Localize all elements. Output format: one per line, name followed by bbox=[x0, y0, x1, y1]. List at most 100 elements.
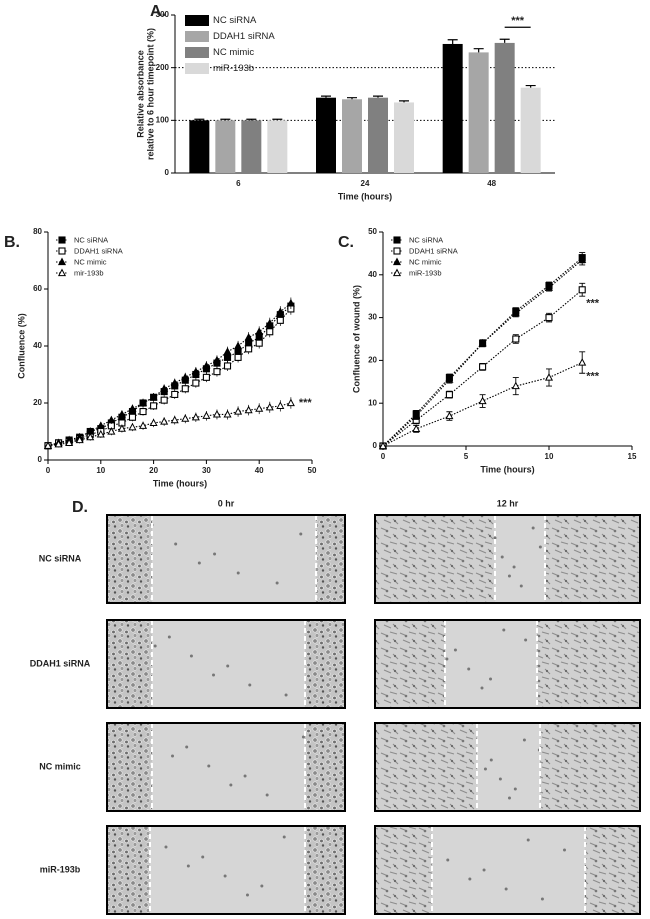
marker bbox=[57, 268, 67, 277]
series bbox=[379, 282, 586, 450]
stray-cell bbox=[245, 893, 249, 897]
stray-cell bbox=[507, 574, 511, 578]
bar bbox=[368, 97, 388, 173]
legend-label: miR-193b bbox=[409, 268, 442, 277]
error-bar bbox=[499, 38, 510, 43]
series bbox=[379, 252, 586, 450]
stray-cell bbox=[468, 877, 472, 881]
stray-cell bbox=[174, 542, 178, 546]
x-tick-label: 10 bbox=[545, 452, 554, 461]
stray-cell bbox=[301, 735, 305, 739]
marker bbox=[412, 424, 421, 432]
marker bbox=[191, 412, 200, 421]
x-tick-label: 48 bbox=[487, 179, 496, 188]
legend-label: NC mimic bbox=[409, 257, 442, 266]
marker bbox=[117, 424, 126, 432]
marker bbox=[170, 378, 179, 387]
stray-cell bbox=[453, 648, 457, 652]
error-bar bbox=[473, 48, 484, 53]
marker bbox=[170, 415, 179, 424]
marker bbox=[392, 268, 402, 277]
marker bbox=[276, 316, 284, 324]
stray-cell bbox=[153, 644, 157, 648]
y-tick-label: 0 bbox=[165, 168, 170, 177]
micrograph-frame bbox=[374, 825, 641, 915]
marker bbox=[478, 338, 487, 347]
y-tick-label: 300 bbox=[156, 10, 170, 19]
legend-label: miR-193b bbox=[213, 63, 254, 74]
marker bbox=[128, 404, 137, 412]
cell-region bbox=[540, 723, 640, 811]
micrograph-frame bbox=[374, 722, 641, 812]
x-axis-label: Time (hours) bbox=[480, 464, 534, 474]
stray-cell bbox=[171, 754, 175, 758]
x-tick-label: 50 bbox=[308, 466, 317, 475]
stray-cell bbox=[243, 774, 247, 778]
stray-cell bbox=[493, 536, 497, 540]
marker bbox=[96, 429, 105, 438]
column-label: 0 hr bbox=[218, 498, 235, 508]
marker bbox=[234, 341, 243, 350]
stray-cell bbox=[164, 845, 168, 849]
y-tick-label: 40 bbox=[33, 341, 42, 350]
series bbox=[43, 297, 295, 449]
marker bbox=[139, 398, 148, 407]
bar bbox=[494, 42, 515, 174]
stray-cell bbox=[512, 565, 516, 569]
micrograph-frame bbox=[374, 619, 641, 709]
marker bbox=[412, 411, 421, 420]
stray-cell bbox=[480, 686, 484, 690]
x-tick-label: 15 bbox=[628, 452, 637, 461]
cell-region bbox=[305, 620, 345, 708]
marker bbox=[58, 247, 66, 255]
error-bar bbox=[447, 39, 458, 44]
stray-cell bbox=[226, 664, 230, 668]
marker bbox=[512, 335, 520, 343]
cell-region bbox=[316, 515, 345, 603]
marker bbox=[107, 427, 116, 435]
marker bbox=[181, 385, 189, 393]
marker bbox=[223, 362, 232, 370]
marker bbox=[479, 363, 487, 371]
micrograph-frame bbox=[106, 619, 346, 709]
error-bar bbox=[194, 118, 205, 121]
marker bbox=[234, 353, 242, 361]
micrograph bbox=[374, 825, 641, 915]
y-tick-label: 50 bbox=[368, 227, 377, 236]
bar bbox=[342, 99, 362, 173]
y-axis-label: relative to 6 hour timepoint (%) bbox=[145, 28, 155, 160]
marker bbox=[276, 401, 285, 409]
row-label: NC mimic bbox=[39, 761, 81, 771]
x-tick-label: 20 bbox=[149, 466, 158, 475]
marker bbox=[75, 435, 84, 444]
marker bbox=[160, 417, 169, 425]
stray-cell bbox=[513, 787, 517, 791]
marker bbox=[511, 381, 520, 390]
series bbox=[43, 397, 295, 449]
y-tick-label: 20 bbox=[368, 356, 377, 365]
error-bar bbox=[525, 84, 536, 88]
stray-cell bbox=[282, 835, 286, 839]
bar bbox=[189, 120, 210, 173]
stray-cell bbox=[248, 683, 252, 687]
marker bbox=[202, 373, 210, 381]
error-bar bbox=[399, 100, 409, 103]
marker bbox=[393, 236, 401, 244]
x-tick-label: 24 bbox=[361, 179, 370, 188]
series bbox=[44, 300, 295, 450]
y-tick-label: 100 bbox=[156, 115, 170, 124]
marker bbox=[255, 327, 264, 335]
error-bar bbox=[373, 95, 383, 98]
stray-cell bbox=[522, 738, 526, 742]
x-tick-label: 10 bbox=[96, 466, 105, 475]
stray-cell bbox=[482, 868, 486, 872]
marker bbox=[445, 411, 454, 420]
stray-cell bbox=[185, 745, 189, 749]
bar bbox=[468, 52, 489, 173]
legend-label: NC siRNA bbox=[409, 235, 443, 244]
marker bbox=[202, 411, 211, 419]
annotation: *** bbox=[299, 397, 313, 409]
marker bbox=[378, 441, 388, 450]
bar bbox=[267, 120, 288, 173]
marker bbox=[244, 332, 253, 341]
